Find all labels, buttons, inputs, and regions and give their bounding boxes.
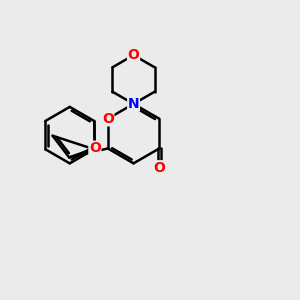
- Text: O: O: [153, 161, 165, 175]
- Text: O: O: [89, 141, 101, 155]
- Text: N: N: [128, 97, 140, 111]
- Text: O: O: [102, 112, 114, 126]
- Text: O: O: [128, 48, 140, 62]
